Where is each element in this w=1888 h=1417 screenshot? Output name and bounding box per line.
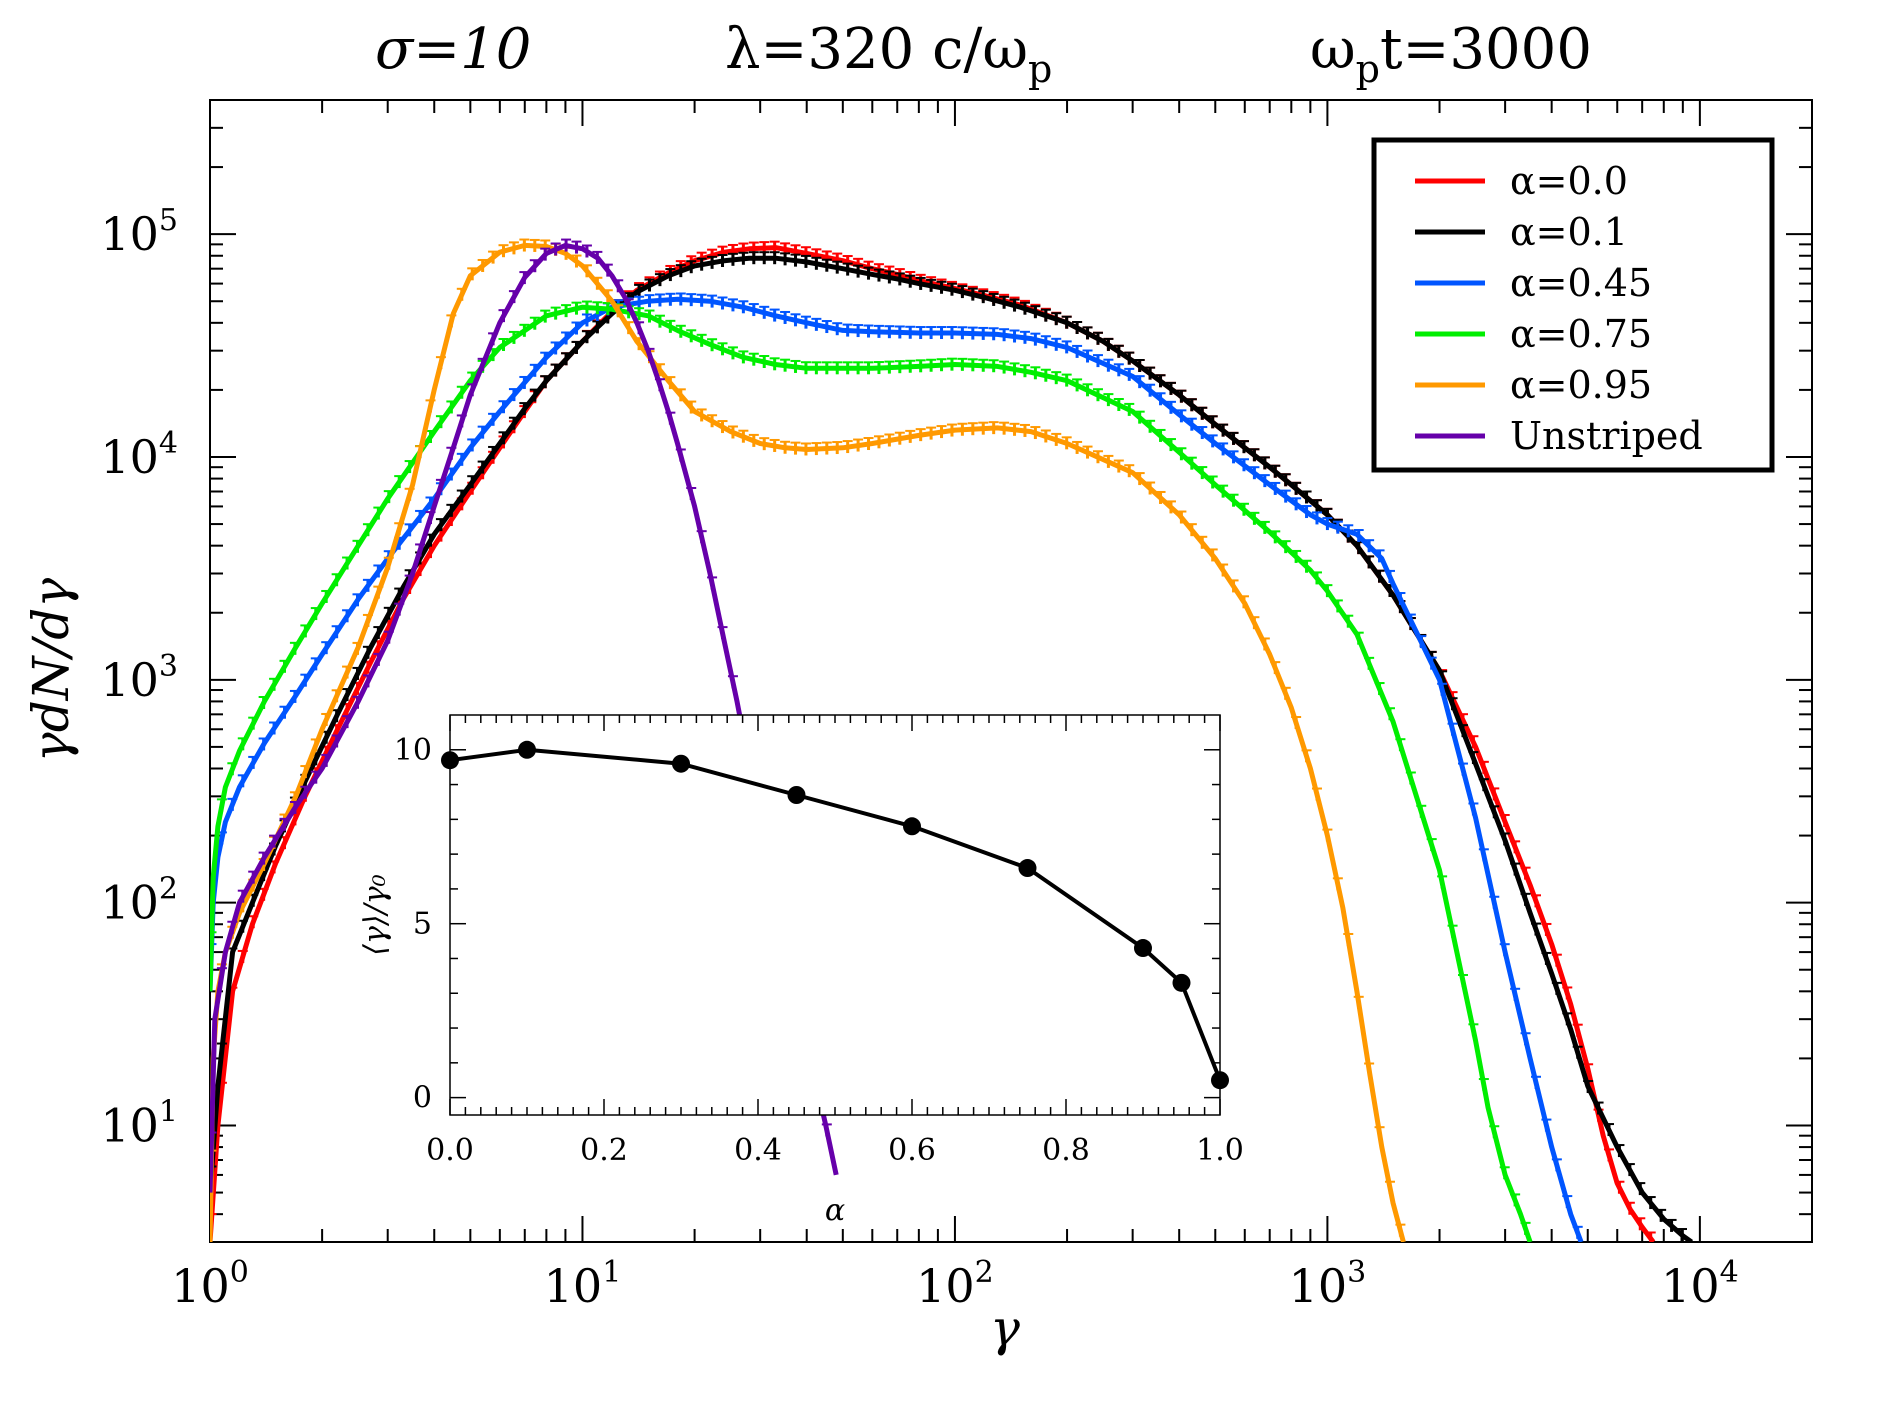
inset-ticks xyxy=(449,715,1221,1115)
y-tick-label: 104 xyxy=(100,426,178,484)
legend-label-0: α=0.0 xyxy=(1510,159,1628,203)
x-tick-label-base: 10 xyxy=(544,1259,603,1313)
inset-data-point xyxy=(1134,939,1152,958)
y-tick-label-base: 10 xyxy=(100,1098,159,1152)
legend-label-4: α=0.95 xyxy=(1510,363,1652,407)
inset-x-tick-label: 0.4 xyxy=(734,1133,782,1168)
title-lambda: λ=320 c/ωp xyxy=(725,17,1052,91)
title-lambda-text: λ=320 c/ω xyxy=(725,17,1028,82)
title-time-subscript: p xyxy=(1356,47,1380,91)
y-tick-label: 102 xyxy=(100,872,178,930)
legend: α=0.0 α=0.1 α=0.45 α=0.75 α=0.95 Unstriped xyxy=(1371,137,1775,473)
inset-tick-labels: 0.0 0.2 0.4 0.6 0.8 1.0 0 5 10 xyxy=(394,733,1244,1168)
main-series xyxy=(210,238,1694,1242)
x-tick-label: 100 xyxy=(171,1255,249,1313)
y-tick-label: 105 xyxy=(100,203,178,261)
x-tick-label-exponent: 4 xyxy=(1720,1255,1739,1290)
y-tick-label-exponent: 3 xyxy=(159,649,178,684)
main-y-axis-label: γdN/dγ xyxy=(22,578,80,762)
y-tick-label-exponent: 5 xyxy=(159,203,178,238)
legend-label-5: Unstriped xyxy=(1510,414,1703,458)
inset-y-tick-label: 5 xyxy=(413,907,432,942)
x-tick-label-base: 10 xyxy=(171,1259,230,1313)
title-time-omega: ω xyxy=(1310,17,1356,82)
inset-x-tick-label: 0.6 xyxy=(888,1133,936,1168)
inset-data-point xyxy=(903,817,921,836)
inset-chart: 0.0 0.2 0.4 0.6 0.8 1.0 0 5 10 α ⟨γ⟩/γ₀ xyxy=(358,714,1244,1228)
inset-data-point xyxy=(672,754,690,773)
inset-data-point xyxy=(518,740,536,759)
legend-label-1: α=0.1 xyxy=(1510,210,1628,254)
title-time-rest: t=3000 xyxy=(1380,17,1592,82)
inset-y-tick-label: 0 xyxy=(413,1081,432,1116)
inset-y-axis-label: ⟨γ⟩/γ₀ xyxy=(358,874,393,955)
y-tick-label-base: 10 xyxy=(100,653,159,707)
y-tick-label: 101 xyxy=(100,1094,178,1152)
x-tick-label-base: 10 xyxy=(916,1259,975,1313)
x-tick-label-exponent: 0 xyxy=(230,1255,249,1290)
chart-title: σ=10 λ=320 c/ωp ωpt=3000 xyxy=(375,17,1592,91)
y-tick-label-exponent: 1 xyxy=(159,1094,178,1129)
y-tick-label: 103 xyxy=(100,649,178,707)
main-x-axis-label: γ xyxy=(990,1299,1020,1357)
inset-data-point xyxy=(787,786,806,804)
x-tick-label-exponent: 1 xyxy=(602,1255,621,1290)
title-sigma: σ=10 xyxy=(375,17,531,82)
legend-label-3: α=0.75 xyxy=(1510,312,1652,356)
y-tick-label-exponent: 2 xyxy=(159,872,178,907)
x-tick-label-exponent: 2 xyxy=(975,1255,994,1290)
y-tick-label-base: 10 xyxy=(100,430,159,484)
y-tick-label-base: 10 xyxy=(100,876,159,930)
x-tick-label: 103 xyxy=(1289,1255,1367,1313)
inset-series xyxy=(441,740,1229,1090)
legend-label-2: α=0.45 xyxy=(1510,261,1652,305)
inset-plot-frame xyxy=(449,714,1221,1116)
y-tick-label-exponent: 4 xyxy=(159,426,178,461)
x-tick-label: 104 xyxy=(1661,1255,1739,1313)
inset-x-tick-label: 0.0 xyxy=(426,1133,474,1168)
legend-box xyxy=(1371,137,1775,473)
x-tick-label-exponent: 3 xyxy=(1347,1255,1366,1290)
inset-x-tick-label: 0.2 xyxy=(580,1133,628,1168)
inset-data-point xyxy=(441,751,459,770)
inset-x-tick-label: 1.0 xyxy=(1196,1133,1244,1168)
title-lambda-subscript: p xyxy=(1028,47,1052,91)
x-tick-label-base: 10 xyxy=(1661,1259,1720,1313)
inset-data-point xyxy=(1018,859,1037,878)
y-tick-label-base: 10 xyxy=(100,207,159,261)
x-tick-label: 102 xyxy=(916,1255,994,1313)
inset-x-axis-label: α xyxy=(825,1193,845,1228)
inset-data-point xyxy=(1172,973,1191,992)
inset-data-point xyxy=(1211,1071,1229,1090)
x-tick-label-base: 10 xyxy=(1289,1259,1348,1313)
title-time: ωpt=3000 xyxy=(1310,17,1592,91)
inset-y-tick-label: 10 xyxy=(394,733,432,768)
inset-x-tick-label: 0.8 xyxy=(1042,1133,1090,1168)
x-tick-label: 101 xyxy=(544,1255,622,1313)
main-ticks xyxy=(209,99,1813,1243)
main-plot-frame xyxy=(209,99,1813,1243)
